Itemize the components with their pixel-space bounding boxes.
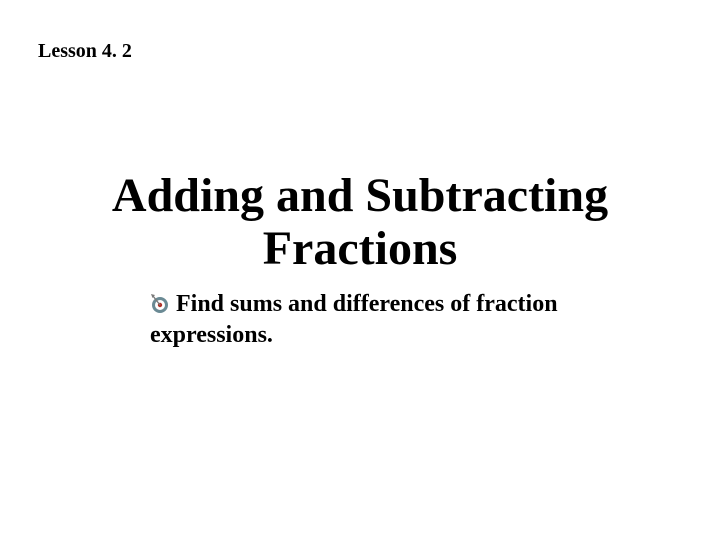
slide-page: Lesson 4. 2 Adding and Subtracting Fract… — [0, 0, 720, 540]
target-icon — [150, 292, 170, 321]
title-line-1: Adding and Subtracting — [112, 169, 608, 222]
slide-title: Adding and Subtracting Fractions — [0, 170, 720, 276]
objective-row: Find sums and differences of fraction ex… — [150, 290, 590, 350]
title-line-2: Fractions — [263, 222, 458, 275]
objective-text: Find sums and differences of fraction ex… — [150, 291, 558, 348]
lesson-label: Lesson 4. 2 — [38, 40, 132, 63]
